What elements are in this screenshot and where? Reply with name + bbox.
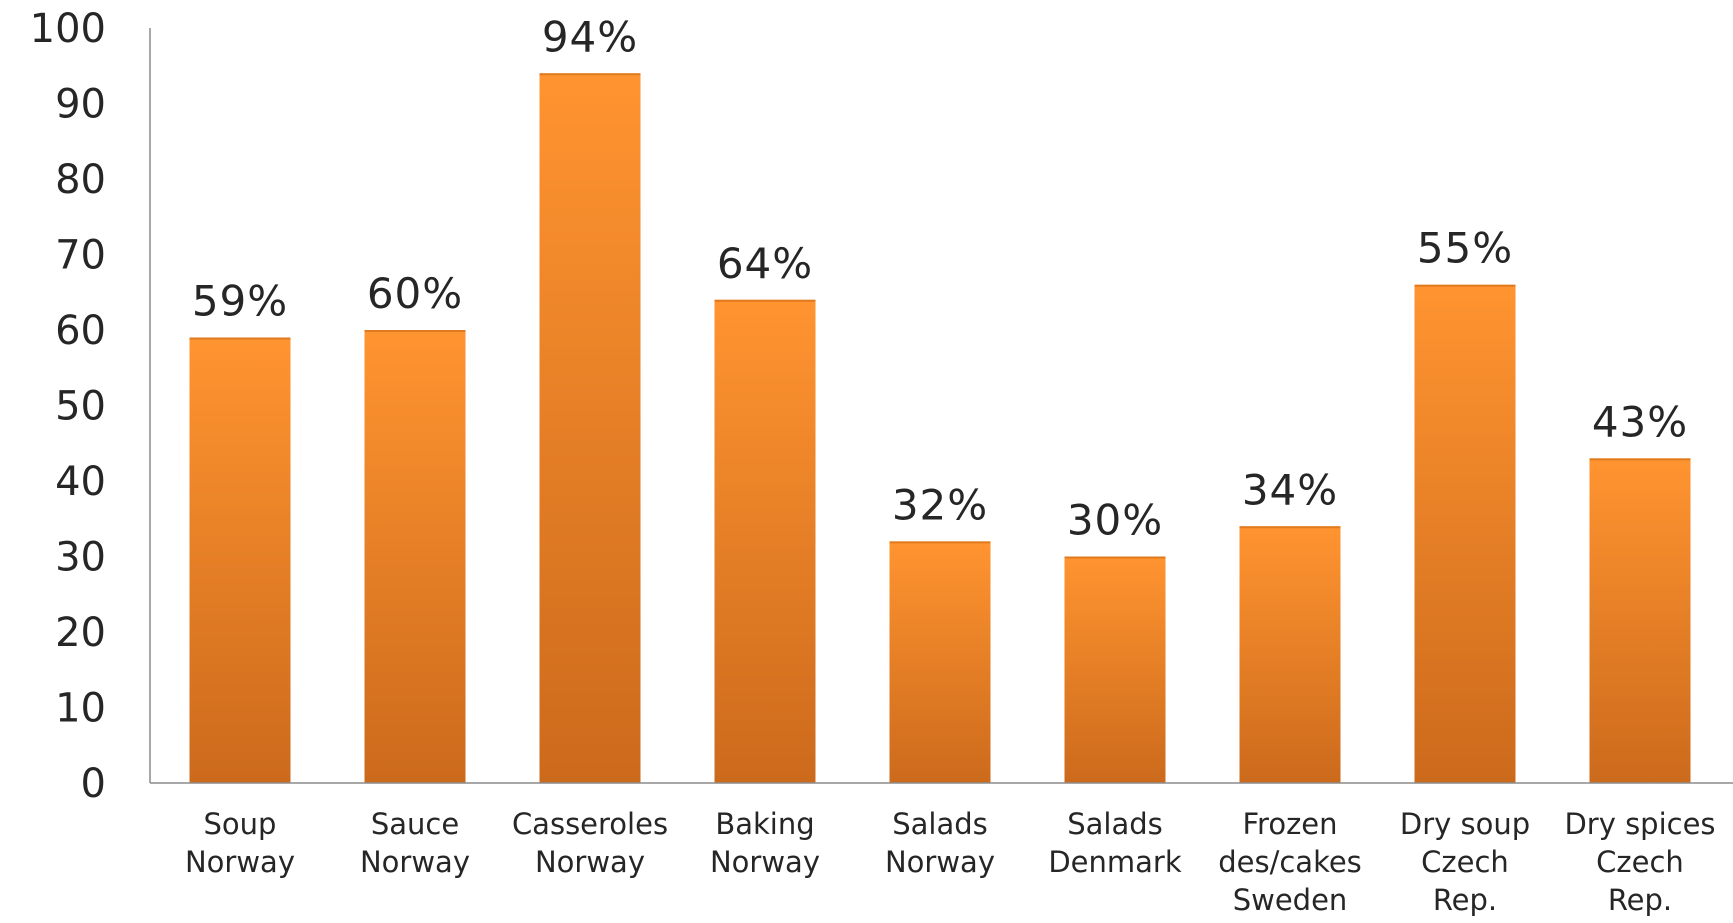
bar (889, 541, 991, 783)
bar (1414, 284, 1516, 783)
x-tick-label-line: Salads (1067, 807, 1163, 841)
x-tick-label-line: Salads (892, 807, 988, 841)
x-tick-label: Frozen des/cakes Sweden (1218, 807, 1362, 917)
bar (364, 330, 466, 783)
data-label: 94% (542, 12, 638, 61)
bar (1239, 526, 1341, 783)
x-tick-label-line: Czech (1421, 845, 1509, 879)
y-tick-label: 40 (55, 459, 106, 505)
x-tick-label: Salads Norway (885, 807, 995, 879)
y-tick-label: 60 (55, 308, 106, 354)
bar (1589, 458, 1691, 783)
data-label: 30% (1067, 496, 1163, 545)
x-tick-label-line: Casseroles (512, 807, 668, 841)
y-tick-label: 10 (55, 686, 106, 732)
x-tick-label-line: Norway (360, 845, 470, 879)
data-label: 43% (1592, 397, 1688, 446)
x-tick-label: Soup Norway (185, 807, 295, 879)
bar (1064, 556, 1166, 783)
bar (714, 299, 816, 783)
x-tick-label-line: Norway (185, 845, 295, 879)
x-tick-label-line: Dry spices (1564, 807, 1715, 841)
x-tick-label-line: Norway (885, 845, 995, 879)
x-tick-label: Casseroles Norway (512, 807, 668, 879)
y-tick-label: 100 (30, 6, 106, 52)
y-tick-label: 80 (55, 157, 106, 203)
bar (189, 337, 291, 783)
x-tick-label-line: Sauce (371, 807, 459, 841)
x-tick-label-line: Soup (204, 807, 277, 841)
data-label: 64% (717, 239, 813, 288)
x-tick-label-line: des/cakes (1218, 845, 1362, 879)
bars-group (189, 73, 1691, 784)
x-tick-label-line: Norway (710, 845, 820, 879)
x-tick-label-line: Denmark (1048, 845, 1181, 879)
y-tick-label: 0 (81, 761, 106, 807)
x-tick-label: Sauce Norway (360, 807, 470, 879)
x-tick-label-line: Rep. (1433, 883, 1497, 917)
x-tick-label-line: Frozen (1242, 807, 1337, 841)
x-tick-label: Salads Denmark (1048, 807, 1181, 879)
y-tick-label: 90 (55, 82, 106, 128)
x-tick-label-line: Czech (1596, 845, 1684, 879)
bar (539, 73, 641, 784)
y-tick-label: 20 (55, 610, 106, 656)
y-axis-ticks: 0 10 20 30 40 50 60 70 80 90 100 (30, 6, 106, 807)
x-tick-label-line: Dry soup (1400, 807, 1530, 841)
x-tick-label-line: Sweden (1233, 883, 1348, 917)
data-labels-group: 59% 60% 94% 64% 32% 30% 34% 55% 43% (192, 12, 1688, 545)
x-tick-label-line: Rep. (1608, 883, 1672, 917)
data-label: 60% (367, 269, 463, 318)
data-label: 34% (1242, 465, 1338, 514)
x-tick-label-line: Baking (715, 807, 814, 841)
y-tick-label: 50 (55, 384, 106, 430)
y-tick-label: 30 (55, 535, 106, 581)
data-label: 32% (892, 480, 988, 529)
y-tick-label: 70 (55, 233, 106, 279)
data-label: 59% (192, 277, 288, 326)
x-tick-label: Dry soup Czech Rep. (1400, 807, 1530, 917)
x-tick-label: Dry spices Czech Rep. (1564, 807, 1715, 917)
x-tick-label: Baking Norway (710, 807, 820, 879)
x-tick-label-line: Norway (535, 845, 645, 879)
data-label: 55% (1417, 224, 1513, 273)
